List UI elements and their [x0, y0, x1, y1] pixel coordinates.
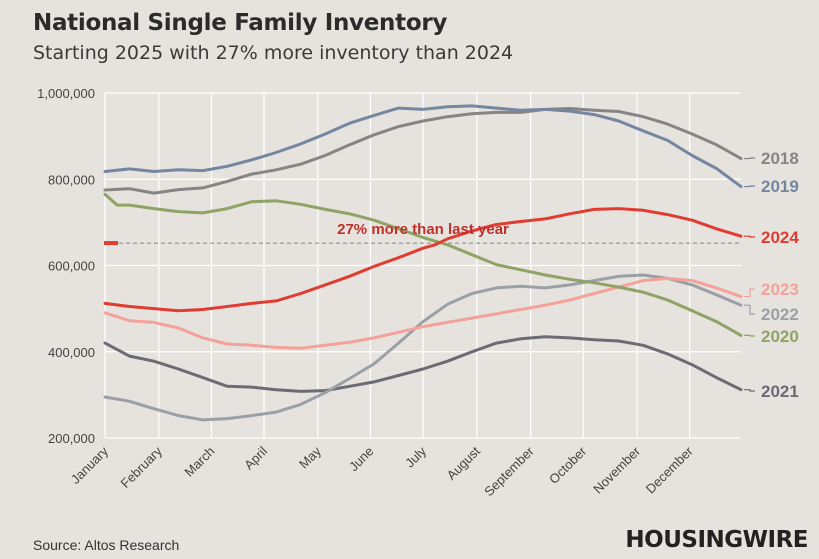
start-marker [104, 241, 118, 246]
source-note: Source: Altos Research [33, 537, 180, 553]
series-line-2020 [103, 192, 743, 337]
y-tick-label: 600,000 [48, 259, 95, 274]
chart-title: National Single Family Inventory [33, 10, 448, 36]
reference-layer [104, 241, 741, 246]
series-line-2023 [103, 276, 743, 350]
series-label-2022: 2022 [761, 305, 799, 324]
x-tick-label: November [590, 443, 643, 496]
series-line-2021 [103, 335, 743, 393]
x-tick-label: December [643, 443, 696, 496]
series-line-2018 [103, 107, 743, 195]
y-tick-label: 1,000,000 [37, 86, 95, 101]
leader-2023 [744, 288, 755, 298]
series-label-2020: 2020 [761, 327, 799, 346]
x-tick-label: February [118, 443, 166, 491]
series-line-2024 [103, 207, 743, 313]
y-axis-ticks: 200,000 400,000 600,000 800,000 1,000,000 [37, 86, 95, 446]
series-label-2024: 2024 [761, 228, 799, 247]
series-label-2018: 2018 [761, 149, 799, 168]
y-tick-label: 800,000 [48, 172, 95, 187]
series-layer: 27% more than last year [103, 104, 743, 422]
series-label-2023: 2023 [761, 280, 799, 299]
leader-2018 [744, 157, 755, 160]
leader-2019 [744, 185, 755, 188]
x-tick-label: April [241, 443, 270, 472]
grid [104, 92, 741, 439]
leader-2024 [744, 235, 755, 238]
chart-subtitle: Starting 2025 with 27% more inventory th… [33, 42, 514, 64]
x-axis-ticks: January February March April May June July Augu… [68, 443, 696, 499]
x-tick-label: March [181, 444, 217, 480]
series-label-2019: 2019 [761, 177, 799, 196]
y-tick-label: 400,000 [48, 345, 95, 360]
x-tick-label: January [68, 443, 112, 487]
series-label-2021: 2021 [761, 382, 799, 401]
brand-logo: HOUSINGWIRE [625, 527, 808, 553]
annotation-label: 27% more than last year [337, 221, 509, 238]
series-end-labels: 2018 2019 2020 2021 2022 2023 2024 [744, 149, 799, 401]
x-tick-label: October [546, 443, 590, 487]
series-line-2022 [103, 273, 743, 422]
x-tick-label: September [481, 443, 537, 499]
x-tick-label: June [346, 444, 377, 475]
leader-2022 [744, 304, 755, 315]
x-tick-label: August [444, 443, 483, 482]
x-tick-label: July [402, 443, 429, 470]
leader-2020 [744, 334, 755, 337]
series-line-2019 [103, 104, 743, 189]
leader-2021 [744, 389, 755, 392]
x-tick-label: May [296, 443, 324, 471]
y-tick-label: 200,000 [48, 431, 95, 446]
